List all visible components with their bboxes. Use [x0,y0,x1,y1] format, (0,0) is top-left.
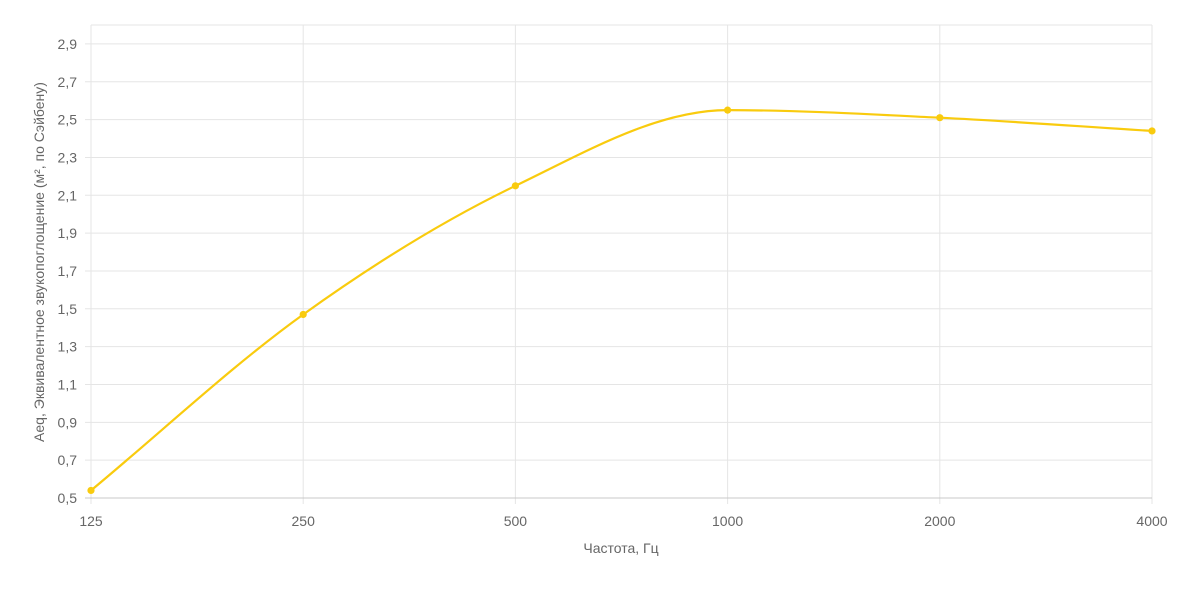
series-line [89,109,1154,492]
data-point[interactable] [936,114,944,122]
y-tick-label: 1,1 [58,376,78,392]
x-tick-label: 1000 [712,513,743,529]
y-tick-labels: 0,5 0,7 0,9 1,1 1,3 1,5 1,7 1,9 2,1 2,3 2,5 2,7 2,9 [58,36,78,506]
y-tick-label: 2,7 [58,74,78,90]
x-tick-label: 250 [292,513,316,529]
x-tick-label: 500 [504,513,528,529]
y-axis-title: Aeq, Эквивалентное звукопоглощение (м², … [31,82,47,442]
x-tick-label: 2000 [924,513,955,529]
y-tick-label: 0,7 [58,452,78,468]
x-tick-label: 4000 [1136,513,1167,529]
y-tick-label: 1,7 [58,263,78,279]
y-tick-label: 2,9 [58,36,78,52]
y-tick-label: 2,3 [58,149,78,165]
y-tick-label: 1,5 [58,301,78,317]
y-tick-label: 2,1 [58,187,78,203]
data-point[interactable] [299,310,307,319]
y-tick-label: 0,5 [58,490,78,506]
y-tick-label: 0,9 [58,414,78,430]
grid-lines [85,24,1153,504]
data-point[interactable] [724,106,732,114]
data-point[interactable] [511,182,519,190]
data-point[interactable] [87,486,95,495]
x-tick-label: 125 [79,513,103,529]
x-tick-labels: 125 250 500 1000 2000 4000 [79,513,1167,529]
data-series [87,106,1156,495]
y-tick-label: 2,5 [58,112,78,128]
x-axis-title: Частота, Гц [583,540,658,556]
y-tick-label: 1,3 [58,339,78,355]
y-tick-label: 1,9 [58,225,78,241]
data-point[interactable] [1148,127,1156,135]
